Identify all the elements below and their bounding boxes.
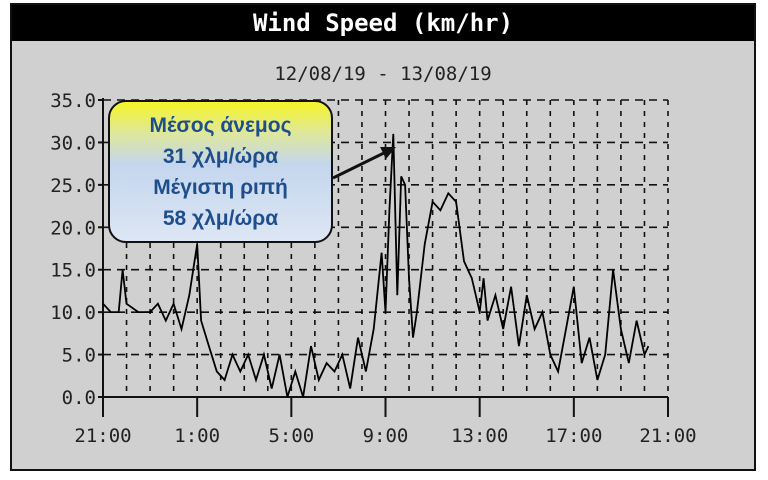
x-tick-label: 21:00 — [74, 425, 131, 447]
y-tick-label: 10.0 — [50, 302, 96, 324]
y-tick-label: 5.0 — [62, 345, 96, 367]
y-tick-label: 0.0 — [62, 387, 96, 409]
chart-subtitle: 12/08/19 - 13/08/19 — [274, 63, 492, 85]
callout-line-4: 58 χλμ/ώρα — [162, 206, 279, 230]
arrow-head-icon — [380, 147, 396, 159]
y-tick-label: 25.0 — [50, 175, 96, 197]
callout-line-3: Μέγιστη ριπή — [153, 175, 288, 199]
y-tick-label: 20.0 — [50, 217, 96, 239]
y-tick-label: 30.0 — [50, 132, 96, 154]
x-tick-label: 21:00 — [639, 425, 696, 447]
annotation-callout: Μέσος άνεμος 31 χλμ/ώρα Μέγιστη ριπή 58 … — [108, 100, 333, 243]
x-tick-label: 5:00 — [268, 425, 314, 447]
callout-line-2: 31 χλμ/ώρα — [162, 144, 279, 168]
x-tick-label: 1:00 — [174, 425, 220, 447]
chart-title: Wind Speed (km/hr) — [12, 5, 754, 41]
y-tick-label: 15.0 — [50, 260, 96, 282]
x-tick-label: 9:00 — [363, 425, 409, 447]
callout-line-1: Μέσος άνεμος — [149, 113, 292, 137]
x-tick-label: 17:00 — [545, 425, 602, 447]
x-tick-label: 13:00 — [451, 425, 508, 447]
y-tick-label: 35.0 — [50, 90, 96, 112]
wind-speed-line — [102, 133, 650, 398]
callout-arrow — [332, 148, 391, 180]
